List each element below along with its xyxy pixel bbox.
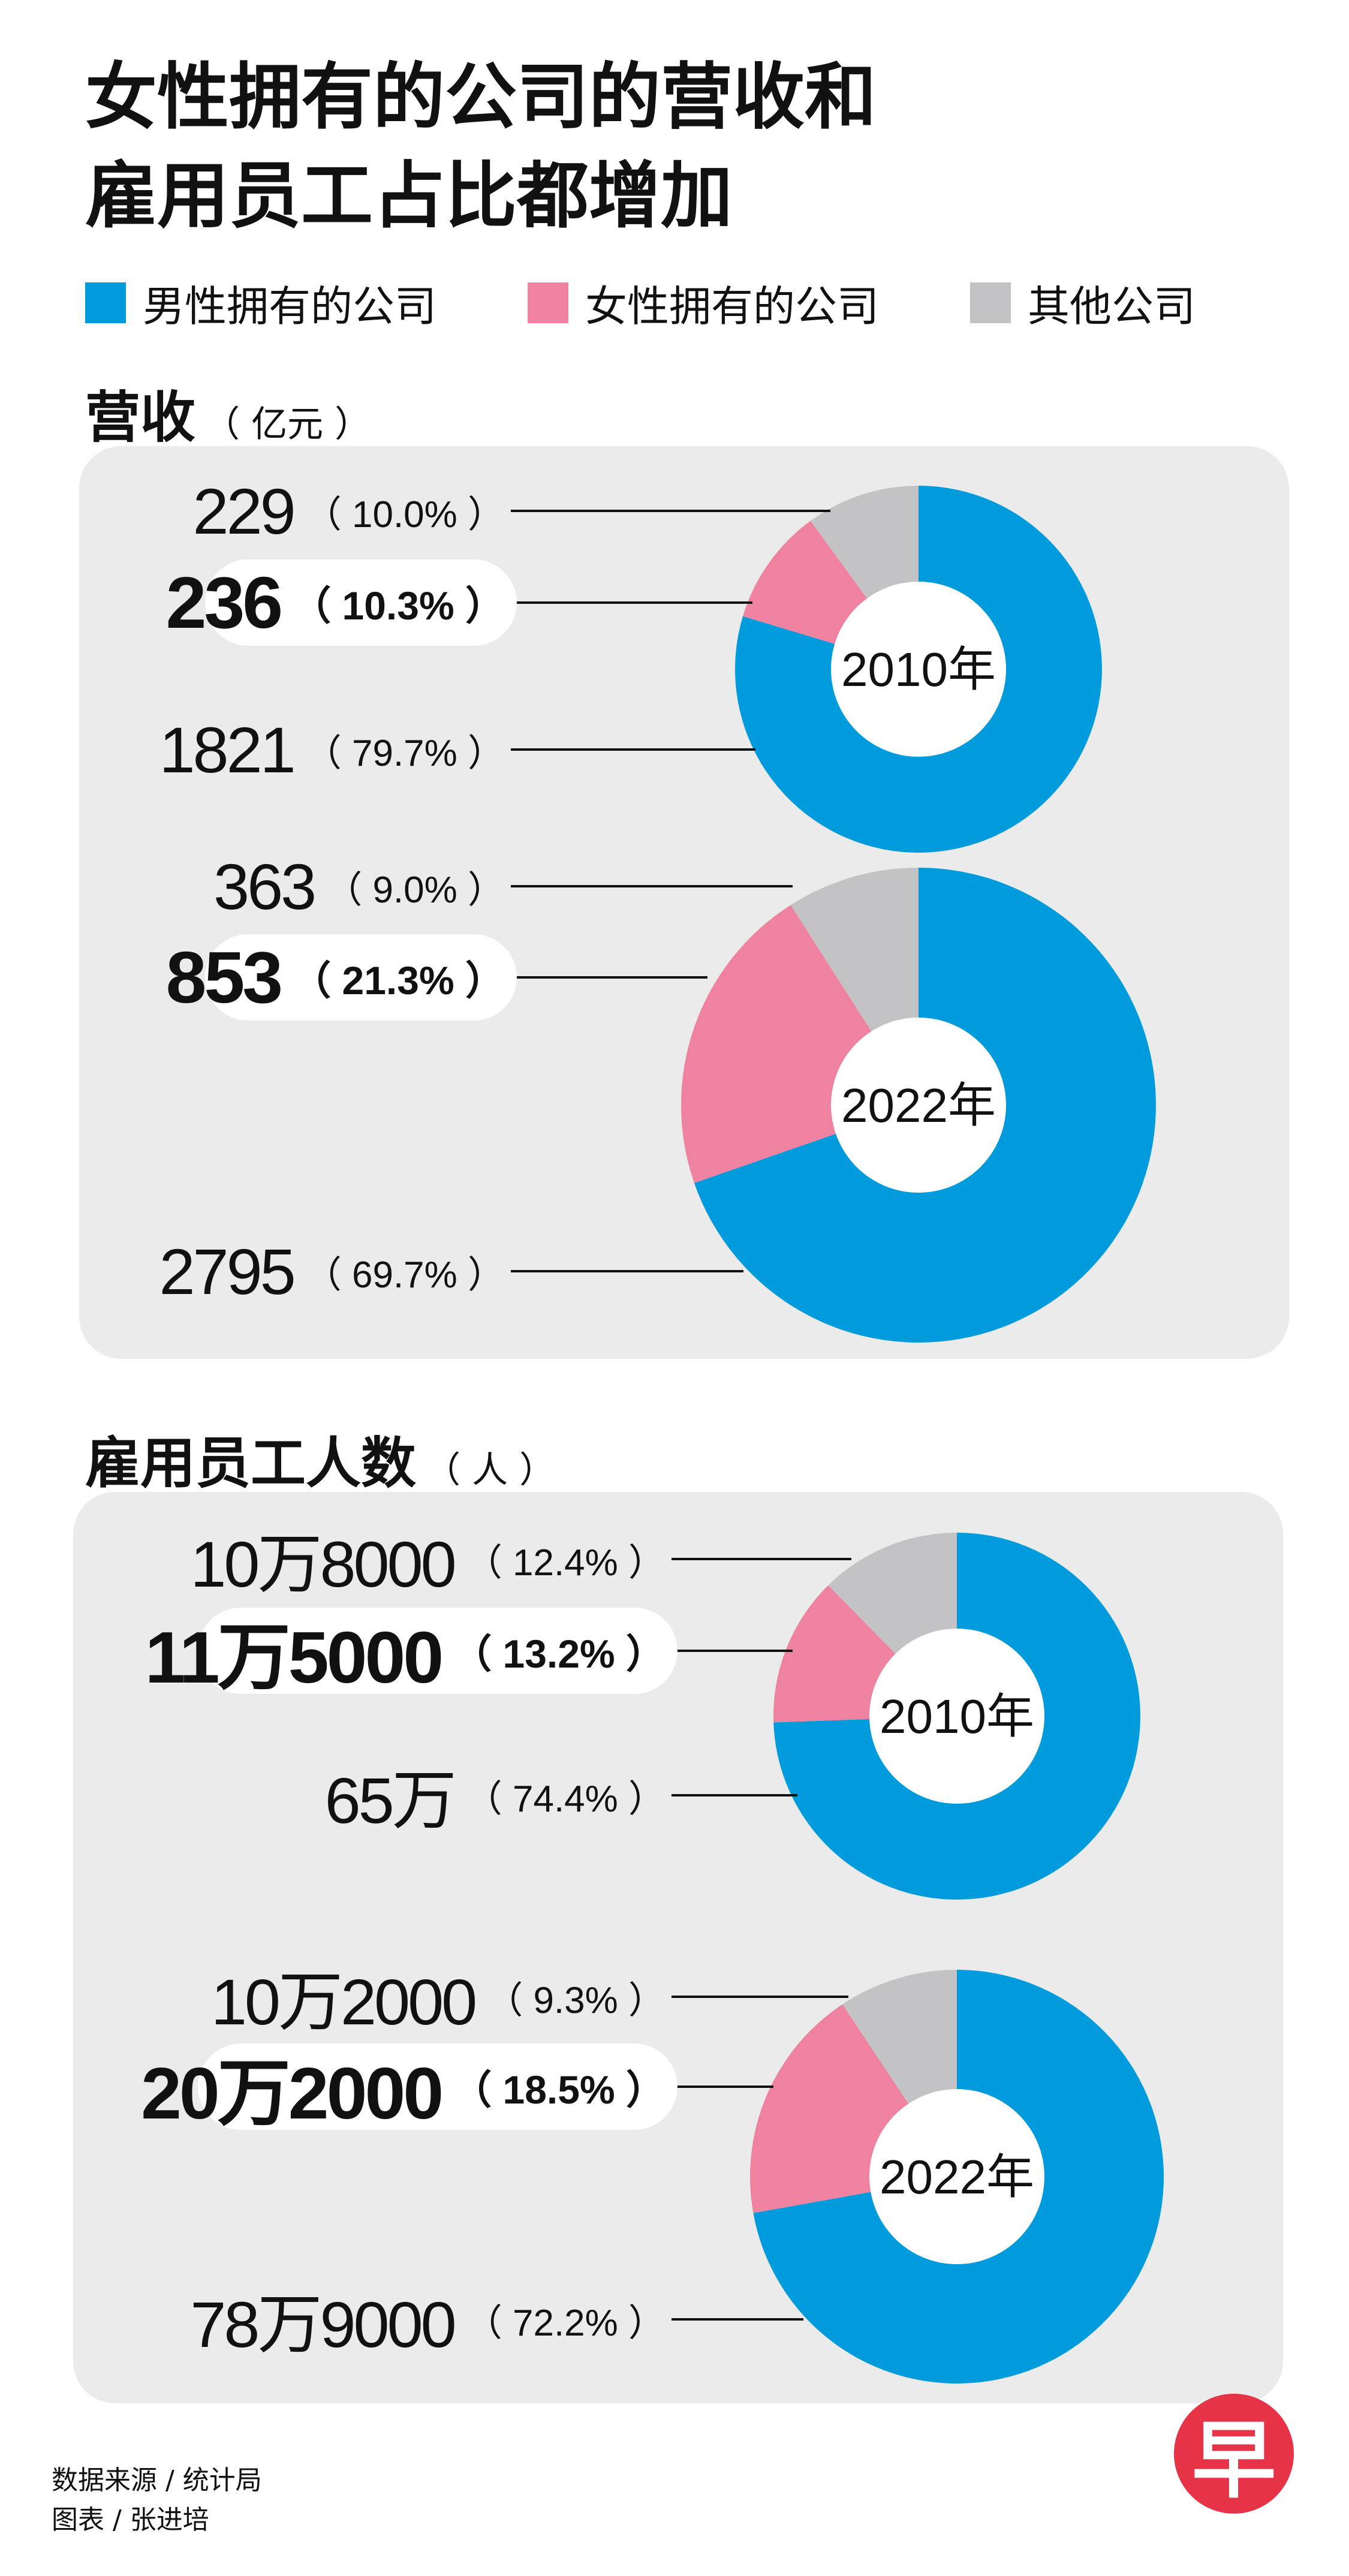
section-title-revenue-text: 营收 xyxy=(85,386,196,450)
donut-2-center-label: 2010年 xyxy=(880,1690,1034,1743)
donut-1-label-0-value: 363 xyxy=(213,850,317,923)
donut-1-label-2-value: 2795 xyxy=(159,1235,296,1308)
donut-0-label-0-value: 229 xyxy=(192,474,296,547)
donut-1-highlight-pill xyxy=(205,934,517,1021)
donut-2-label-2: 65万（ 74.4% ） xyxy=(126,1750,666,1840)
donut-3-label-0-value: 10万2000 xyxy=(210,1966,477,2038)
donut-3-label-2: 78万9000 （ 72.2% ） xyxy=(126,2274,666,2364)
donut-3-label-0: 10万2000 （ 9.3% ） xyxy=(126,1952,666,2042)
title-line-2: 雇用员工占比都增加 xyxy=(85,155,733,238)
donut-3-highlight-pill xyxy=(198,2044,677,2130)
donut-2-label-0-value: 10万8000 xyxy=(190,1528,456,1600)
donut-3-label-1-percent: （ 18.5% ） xyxy=(452,2068,666,2112)
donut-3-label-2-percent: （ 72.2% ） xyxy=(465,2303,666,2344)
legend-swatch-other xyxy=(970,282,1011,323)
donut-0-label-1: 236 （ 10.3% ） xyxy=(0,558,505,648)
donut-2-label-1-value: 11万5000 xyxy=(144,1616,444,1698)
legend-swatch-female xyxy=(528,282,568,323)
donut-0-label-2-percent: （ 79.7% ） xyxy=(304,733,505,774)
donut-1-hole xyxy=(831,1018,1006,1193)
donut-1-label-1-percent: （ 21.3% ） xyxy=(291,958,505,1003)
donut-1-label-1: 853 （ 21.3% ） xyxy=(0,932,505,1022)
donut-3-hole xyxy=(869,2089,1044,2264)
legend-label-other: 其他公司 xyxy=(1028,281,1196,331)
donut-0-highlight-pill xyxy=(205,559,517,646)
chart-title: 女性拥有的公司的营收和 雇用员工占比都增加 xyxy=(85,48,877,246)
donut-2-label-1: 11万5000 （ 13.2% ） xyxy=(126,1606,666,1698)
section-title-employees: 雇用员工人数（ 人 ） xyxy=(85,1419,555,1498)
donut-2-highlight-pill xyxy=(198,1608,677,1694)
donut-0-label-2-value: 1821 xyxy=(159,713,296,786)
legend-item-other: 其他公司 xyxy=(970,276,1196,331)
donut-1-label-2-percent: （ 69.7% ） xyxy=(304,1254,505,1296)
title-line-1: 女性拥有的公司的营收和 xyxy=(85,56,877,139)
donut-1-label-1-value: 853 xyxy=(165,937,284,1018)
legend-label-female: 女性拥有的公司 xyxy=(585,281,879,331)
donut-0-hole xyxy=(831,582,1006,757)
donut-2-hole xyxy=(869,1629,1044,1804)
donut-3-label-1-value: 20万2000 xyxy=(141,2052,444,2134)
logo-text: 早 xyxy=(1191,2412,1276,2510)
chart-credit: 图表 / 张进培 xyxy=(52,2505,209,2535)
legend-item-male: 男性拥有的公司 xyxy=(85,276,436,331)
donut-3-label-0-percent: （ 9.3% ） xyxy=(486,1980,666,2021)
section-unit-employees: （ 人 ） xyxy=(424,1449,556,1491)
donut-2-label-0: 10万8000 （ 12.4% ） xyxy=(126,1514,666,1604)
donut-2-label-2-value: 65万 xyxy=(324,1764,457,1837)
donut-0-center-label: 2010年 xyxy=(841,643,996,696)
zaobao-logo: 早 xyxy=(1174,2394,1294,2514)
donut-0-label-1-percent: （ 10.3% ） xyxy=(291,583,505,628)
section-title-employees-text: 雇用员工人数 xyxy=(85,1431,417,1495)
data-source: 数据来源 / 统计局 xyxy=(52,2465,262,2496)
section-unit-revenue: （ 亿元 ） xyxy=(204,404,371,446)
donut-0-label-0-percent: （ 10.0% ） xyxy=(304,494,505,535)
legend-item-female: 女性拥有的公司 xyxy=(528,276,879,331)
donut-1-label-0: 363 （ 9.0% ） xyxy=(0,841,505,931)
donut-2-label-2-percent: （ 74.4% ） xyxy=(465,1778,666,1820)
section-title-revenue: 营收（ 亿元 ） xyxy=(85,373,371,453)
donut-2-label-1-percent: （ 13.2% ） xyxy=(452,1632,666,1676)
donut-1-label-0-percent: （ 9.0% ） xyxy=(325,869,505,911)
legend-label-male: 男性拥有的公司 xyxy=(143,281,436,331)
donut-1-center-label: 2022年 xyxy=(841,1079,996,1132)
donut-1-label-2: 2795 （ 69.7% ） xyxy=(0,1226,505,1316)
donut-3-center-label: 2022年 xyxy=(880,2150,1034,2204)
donut-3-label-2-value: 78万9000 xyxy=(190,2288,456,2361)
donut-0-label-2: 1821 （ 79.7% ） xyxy=(0,705,505,795)
legend-swatch-male xyxy=(85,282,126,323)
donut-2-label-0-percent: （ 12.4% ） xyxy=(465,1542,666,1584)
donut-0-label-1-value: 236 xyxy=(165,562,284,643)
donut-3-label-1: 20万2000 （ 18.5% ） xyxy=(126,2042,666,2134)
donut-0-label-0: 229 （ 10.0% ） xyxy=(0,466,505,556)
